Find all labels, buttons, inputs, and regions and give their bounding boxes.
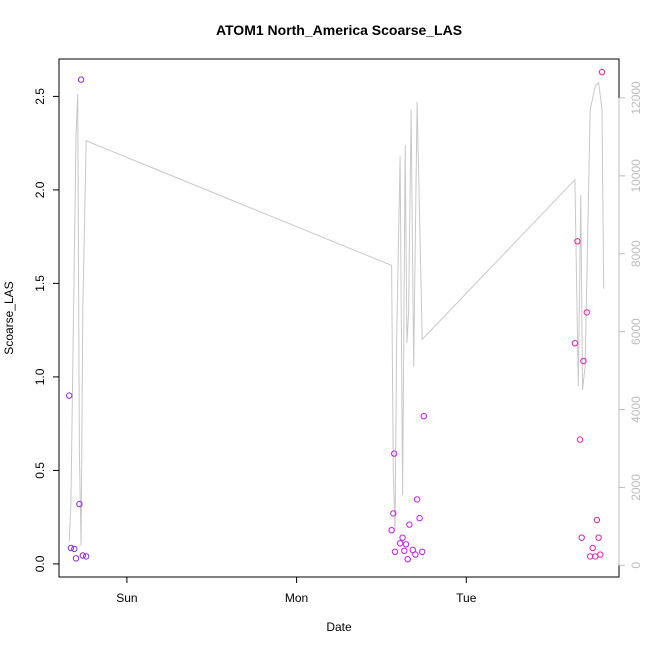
y-tick-label-left: 1.0: [33, 368, 47, 385]
data-point: [83, 553, 90, 560]
data-point: [396, 540, 404, 547]
y-tick-label-left: 1.5: [33, 275, 47, 292]
y-tick-label-left: 0.0: [33, 555, 47, 572]
data-point: [77, 76, 85, 83]
data-point: [420, 413, 427, 420]
data-point: [67, 544, 75, 552]
scatter-points: [66, 68, 606, 563]
series-line: [68, 81, 605, 546]
data-point: [578, 534, 585, 541]
x-tick-label: Mon: [285, 591, 308, 605]
data-point: [416, 514, 423, 522]
data-point: [593, 516, 601, 524]
x-axis-label: Date: [326, 620, 352, 634]
plot-frame: [58, 58, 620, 578]
data-point: [406, 521, 413, 528]
data-point: [412, 551, 419, 558]
data-point: [391, 548, 399, 555]
data-point: [597, 551, 604, 558]
data-point: [402, 541, 410, 548]
data-point: [589, 544, 596, 552]
data-point: [576, 436, 584, 443]
y-tick-label-right: 10000: [629, 159, 643, 193]
y-axis-right: 0 2000 4000 6000 8000 10000 12000: [618, 81, 643, 569]
y-tick-label-right: 0: [629, 562, 643, 569]
y-tick-label-left: 2.5: [33, 88, 47, 105]
right-axis-series-line: [68, 81, 605, 546]
y-axis-label: Scoarse_LAS: [2, 281, 16, 354]
data-point: [390, 510, 397, 517]
data-point: [79, 552, 87, 559]
y-tick-label-left: 2.0: [33, 181, 47, 198]
data-point: [580, 357, 587, 365]
data-point: [598, 68, 606, 76]
y-tick-label-right: 2000: [629, 474, 643, 501]
data-point: [76, 500, 83, 508]
data-point: [391, 450, 398, 457]
data-point: [574, 238, 581, 245]
data-point: [595, 534, 602, 541]
chart-title: ATOM1 North_America Scoarse_LAS: [216, 22, 462, 38]
x-axis: Sun Mon Tue: [116, 576, 477, 605]
data-point: [583, 309, 590, 316]
x-tick-label: Sun: [116, 591, 137, 605]
y-axis-left: 0.0 0.5 1.0 1.5 2.0 2.5: [33, 88, 60, 572]
data-point: [419, 548, 426, 555]
y-tick-label-right: 12000: [629, 81, 643, 115]
data-point: [401, 547, 408, 554]
data-point: [388, 527, 395, 534]
data-point: [399, 534, 406, 541]
data-point: [72, 555, 80, 562]
data-point: [409, 546, 416, 554]
data-point: [71, 545, 78, 553]
data-point: [404, 556, 411, 563]
data-point: [66, 392, 73, 399]
x-tick-label: Tue: [456, 591, 477, 605]
y-tick-label-right: 4000: [629, 396, 643, 423]
data-point: [413, 496, 421, 503]
y-tick-label-right: 6000: [629, 318, 643, 345]
y-tick-label-left: 0.5: [33, 462, 47, 479]
y-tick-label-right: 8000: [629, 240, 643, 267]
data-point: [571, 340, 579, 347]
